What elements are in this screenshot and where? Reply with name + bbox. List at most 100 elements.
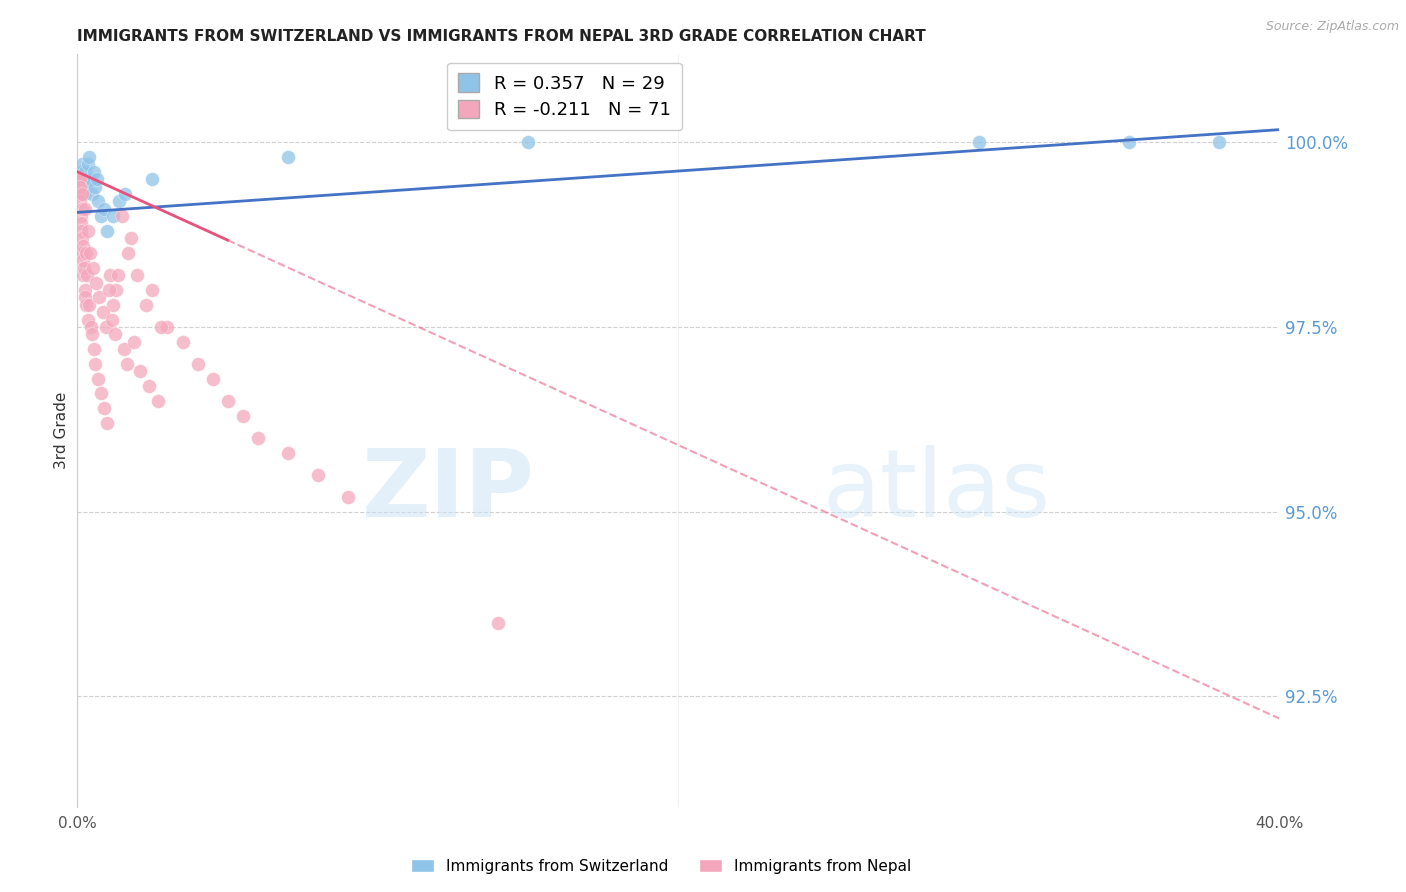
- Point: [79, 150, 101, 164]
- Point: [138, 379, 160, 393]
- Point: [108, 194, 131, 209]
- Point: [73, 202, 96, 216]
- Point: [107, 268, 129, 283]
- Point: [72, 246, 94, 260]
- Text: IMMIGRANTS FROM SWITZERLAND VS IMMIGRANTS FROM NEPAL 3RD GRADE CORRELATION CHART: IMMIGRANTS FROM SWITZERLAND VS IMMIGRANT…: [77, 29, 927, 44]
- Point: [517, 135, 540, 149]
- Point: [104, 327, 127, 342]
- Text: atlas: atlas: [823, 445, 1050, 537]
- Point: [70, 186, 93, 201]
- Point: [72, 172, 94, 186]
- Point: [100, 268, 122, 283]
- Point: [72, 238, 94, 252]
- Point: [67, 186, 90, 201]
- Point: [80, 320, 103, 334]
- Point: [70, 157, 93, 171]
- Point: [69, 194, 91, 209]
- Point: [120, 231, 142, 245]
- Y-axis label: 3rd Grade: 3rd Grade: [53, 392, 69, 469]
- Point: [67, 172, 90, 186]
- Point: [72, 268, 94, 283]
- Point: [69, 209, 91, 223]
- Point: [1208, 135, 1230, 149]
- Point: [75, 290, 97, 304]
- Point: [84, 276, 107, 290]
- Point: [83, 165, 105, 179]
- Point: [86, 172, 108, 186]
- Point: [246, 431, 269, 445]
- Point: [87, 372, 110, 386]
- Point: [67, 179, 90, 194]
- Point: [79, 246, 101, 260]
- Point: [91, 305, 114, 319]
- Point: [93, 401, 115, 416]
- Point: [103, 209, 125, 223]
- Point: [73, 186, 96, 201]
- Point: [101, 312, 124, 326]
- Point: [75, 179, 97, 194]
- Point: [90, 209, 112, 223]
- Point: [148, 393, 170, 408]
- Point: [72, 179, 94, 194]
- Point: [124, 334, 146, 349]
- Point: [82, 327, 104, 342]
- Point: [70, 202, 93, 216]
- Point: [141, 172, 163, 186]
- Point: [93, 202, 115, 216]
- Point: [90, 386, 112, 401]
- Point: [94, 320, 117, 334]
- Point: [486, 615, 509, 630]
- Point: [336, 490, 359, 504]
- Point: [76, 224, 98, 238]
- Point: [70, 165, 93, 179]
- Text: ZIP: ZIP: [361, 445, 534, 537]
- Point: [73, 165, 96, 179]
- Point: [84, 357, 107, 371]
- Point: [70, 231, 93, 245]
- Point: [75, 172, 97, 186]
- Point: [114, 186, 136, 201]
- Point: [84, 179, 107, 194]
- Point: [82, 186, 104, 201]
- Point: [112, 342, 135, 356]
- Point: [217, 393, 239, 408]
- Point: [1118, 135, 1140, 149]
- Point: [69, 172, 91, 186]
- Point: [277, 150, 299, 164]
- Point: [201, 372, 224, 386]
- Point: [96, 224, 118, 238]
- Point: [69, 172, 91, 186]
- Point: [73, 260, 96, 275]
- Point: [115, 357, 138, 371]
- Point: [117, 246, 139, 260]
- Point: [187, 357, 209, 371]
- Point: [156, 320, 179, 334]
- Point: [105, 283, 128, 297]
- Legend: R = 0.357   N = 29, R = -0.211   N = 71: R = 0.357 N = 29, R = -0.211 N = 71: [447, 62, 682, 130]
- Point: [82, 260, 104, 275]
- Point: [103, 298, 125, 312]
- Point: [232, 409, 254, 423]
- Text: Source: ZipAtlas.com: Source: ZipAtlas.com: [1265, 20, 1399, 33]
- Point: [76, 268, 98, 283]
- Point: [70, 217, 93, 231]
- Point: [83, 342, 105, 356]
- Point: [72, 253, 94, 268]
- Point: [141, 283, 163, 297]
- Point: [172, 334, 194, 349]
- Point: [111, 209, 134, 223]
- Point: [80, 172, 103, 186]
- Point: [967, 135, 990, 149]
- Point: [307, 467, 329, 482]
- Point: [127, 268, 149, 283]
- Point: [73, 283, 96, 297]
- Point: [135, 298, 157, 312]
- Point: [79, 298, 101, 312]
- Point: [129, 364, 152, 378]
- Point: [97, 283, 120, 297]
- Point: [150, 320, 173, 334]
- Point: [87, 194, 110, 209]
- Point: [77, 312, 100, 326]
- Point: [87, 290, 110, 304]
- Point: [96, 416, 118, 430]
